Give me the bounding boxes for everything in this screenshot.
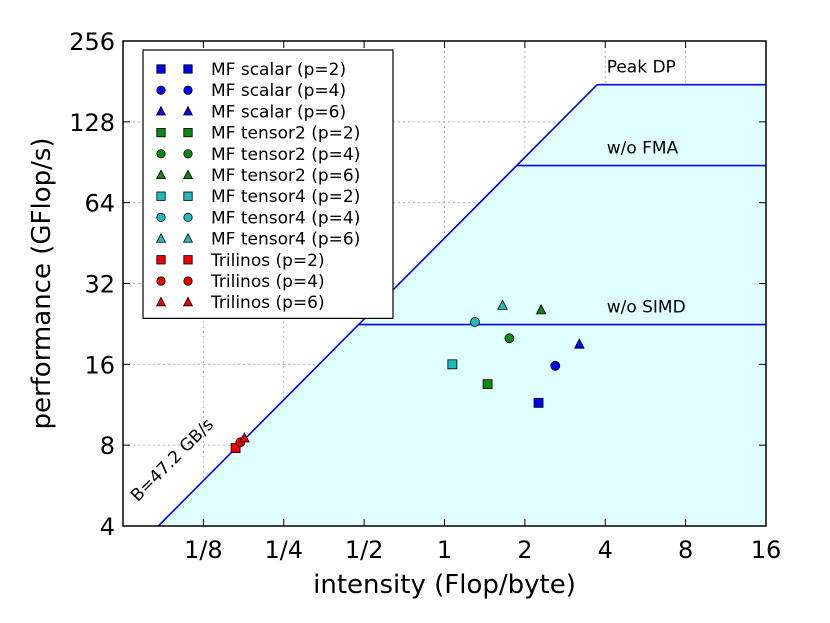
legend-marker-circle (183, 85, 193, 95)
data-point-square (482, 379, 493, 390)
data-points (230, 299, 585, 454)
legend-entry: MF tensor4 (p=4) (156, 208, 360, 228)
legend: MF scalar (p=2)MF scalar (p=4)MF scalar … (142, 49, 394, 319)
ceiling-label: w/o FMA (607, 139, 679, 159)
legend-marker-square (183, 64, 193, 74)
legend-marker-triangle (182, 232, 194, 243)
legend-marker-circle (183, 149, 193, 159)
legend-marker-triangle (155, 169, 167, 180)
ceiling-label: Peak DP (607, 58, 676, 78)
y-axis-label: performance (GFlop/s) (27, 137, 57, 429)
y-tick-label: 128 (69, 109, 115, 137)
data-point-triangle (573, 338, 585, 349)
legend-entry: MF scalar (p=4) (156, 81, 346, 101)
y-tick-label: 16 (84, 351, 115, 379)
y-tick-label: 8 (100, 432, 115, 460)
legend-entry: MF tensor2 (p=2) (156, 124, 360, 144)
x-tick-label: 1/2 (345, 536, 384, 564)
data-point-square (230, 443, 241, 454)
x-axis-ticks: 1/8 1/4 1/2 1 2 4 8 16 (184, 41, 781, 564)
legend-marker-square (183, 191, 193, 201)
legend-marker-square (183, 127, 193, 138)
legend-marker-triangle (182, 105, 194, 116)
legend-marker-circle (183, 212, 193, 222)
legend-entry: Trilinos (p=4) (156, 272, 325, 292)
x-tick-label: 2 (517, 536, 532, 564)
legend-entry: MF scalar (p=6) (155, 102, 346, 122)
data-point-triangle (497, 299, 508, 310)
legend-label: MF tensor4 (p=6) (211, 230, 360, 250)
legend-label: MF scalar (p=2) (211, 60, 346, 80)
data-point-triangle (238, 432, 250, 443)
legend-label: Trilinos (p=2) (210, 251, 325, 271)
legend-entry: Trilinos (p=6) (155, 293, 325, 313)
legend-marker-triangle (155, 232, 167, 243)
legend-marker-triangle (182, 169, 194, 180)
y-tick-label: 32 (84, 271, 115, 299)
y-tick-label: 256 (69, 28, 115, 56)
legend-label: Trilinos (p=4) (210, 272, 325, 292)
legend-marker-square (156, 64, 166, 74)
legend-marker-circle (156, 85, 166, 95)
x-tick-label: 1/8 (184, 536, 223, 564)
legend-marker-square (183, 255, 193, 265)
legend-marker-circle (183, 276, 193, 286)
y-axis-ticks: 4 8 16 32 64 128 256 (69, 28, 766, 541)
data-point-circle (470, 317, 480, 327)
ceiling-label: w/o SIMD (607, 298, 686, 318)
data-point-triangle (535, 303, 547, 315)
legend-marker-circle (156, 149, 166, 159)
legend-label: MF scalar (p=6) (211, 102, 346, 122)
x-axis-label: intensity (Flop/byte) (313, 570, 576, 600)
legend-marker-circle (156, 212, 166, 222)
legend-entry: MF tensor2 (p=4) (156, 145, 360, 165)
data-point-circle (550, 360, 561, 371)
legend-entry: MF tensor4 (p=2) (156, 187, 360, 207)
legend-marker-square (156, 255, 166, 265)
y-tick-label: 4 (100, 513, 115, 541)
legend-marker-triangle (155, 105, 167, 116)
x-tick-label: 1 (437, 536, 452, 564)
legend-entry: MF tensor2 (p=6) (155, 166, 360, 186)
legend-marker-triangle (155, 296, 167, 307)
x-tick-label: 1/4 (264, 536, 303, 564)
x-tick-label: 16 (751, 536, 782, 564)
legend-label: MF tensor2 (p=4) (211, 145, 360, 165)
legend-entry: MF tensor4 (p=6) (155, 230, 360, 250)
roofline-fill (158, 84, 766, 526)
data-point-circle (504, 333, 515, 344)
legend-label: MF tensor4 (p=4) (211, 208, 360, 228)
legend-marker-circle (156, 276, 166, 286)
legend-marker-square (156, 191, 166, 201)
legend-label: Trilinos (p=6) (210, 293, 325, 313)
legend-label: MF tensor4 (p=2) (211, 187, 360, 207)
x-tick-label: 4 (598, 536, 613, 564)
data-point-square (533, 397, 544, 408)
legend-label: MF tensor2 (p=2) (211, 124, 360, 144)
y-tick-label: 64 (84, 190, 115, 218)
legend-box (142, 49, 394, 319)
legend-entry: Trilinos (p=2) (156, 251, 325, 271)
legend-marker-triangle (182, 296, 194, 307)
data-point-square (447, 359, 458, 370)
legend-label: MF tensor2 (p=6) (211, 166, 360, 186)
legend-entry: MF scalar (p=2) (156, 60, 346, 80)
legend-marker-square (156, 127, 166, 138)
x-tick-label: 8 (678, 536, 693, 564)
legend-label: MF scalar (p=4) (211, 81, 346, 101)
